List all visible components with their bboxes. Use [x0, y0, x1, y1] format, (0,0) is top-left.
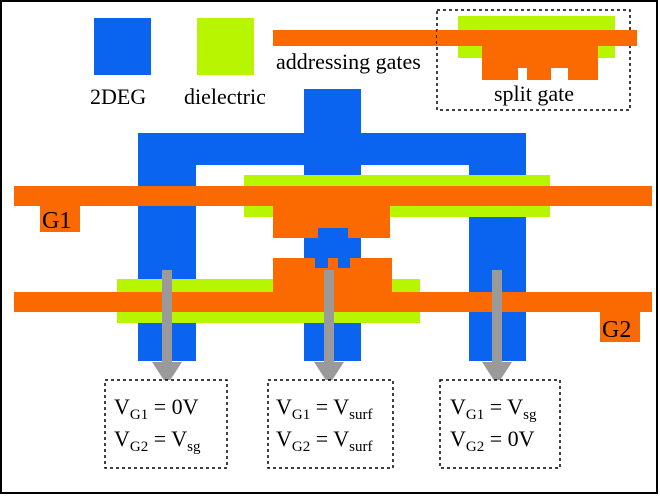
arrow-right [482, 270, 512, 385]
arrow-middle [314, 270, 344, 385]
box2-line1: VG1 = Vsurf [276, 394, 372, 423]
legend-2deg-swatch [94, 18, 151, 75]
box2-line2: VG2 = Vsurf [276, 426, 372, 455]
splitgate-legend-gate-shape [482, 46, 598, 80]
arrow-left [152, 270, 182, 385]
legend-dielectric-label: dielectric [184, 84, 266, 109]
legend-addressing-label: addressing gates [276, 49, 421, 74]
box3-line1: VG1 = Vsg [450, 394, 537, 423]
gate-g1-label: G1 [42, 208, 71, 234]
legend-2deg-label: 2DEG [90, 84, 146, 109]
splitgate-legend-box [436, 9, 631, 111]
box1-line2: VG2 = Vsg [114, 426, 201, 455]
splitgate-upper [273, 206, 390, 238]
splitgate-legend-label: split gate [494, 81, 574, 106]
box3-line2: VG2 = 0V [450, 426, 535, 455]
condition-box-middle [267, 379, 394, 469]
box1-line1: VG1 = 0V [114, 394, 199, 423]
splitgate-legend-bar [437, 30, 637, 46]
gate-g2-tab [600, 312, 640, 342]
condition-box-left [104, 379, 228, 469]
legend-dielectric-swatch [197, 18, 254, 75]
condition-box-right [439, 379, 561, 469]
gate-g2-label: G2 [602, 317, 631, 343]
gate-g1-bar [14, 186, 652, 206]
gate-g1-tab [40, 206, 80, 232]
